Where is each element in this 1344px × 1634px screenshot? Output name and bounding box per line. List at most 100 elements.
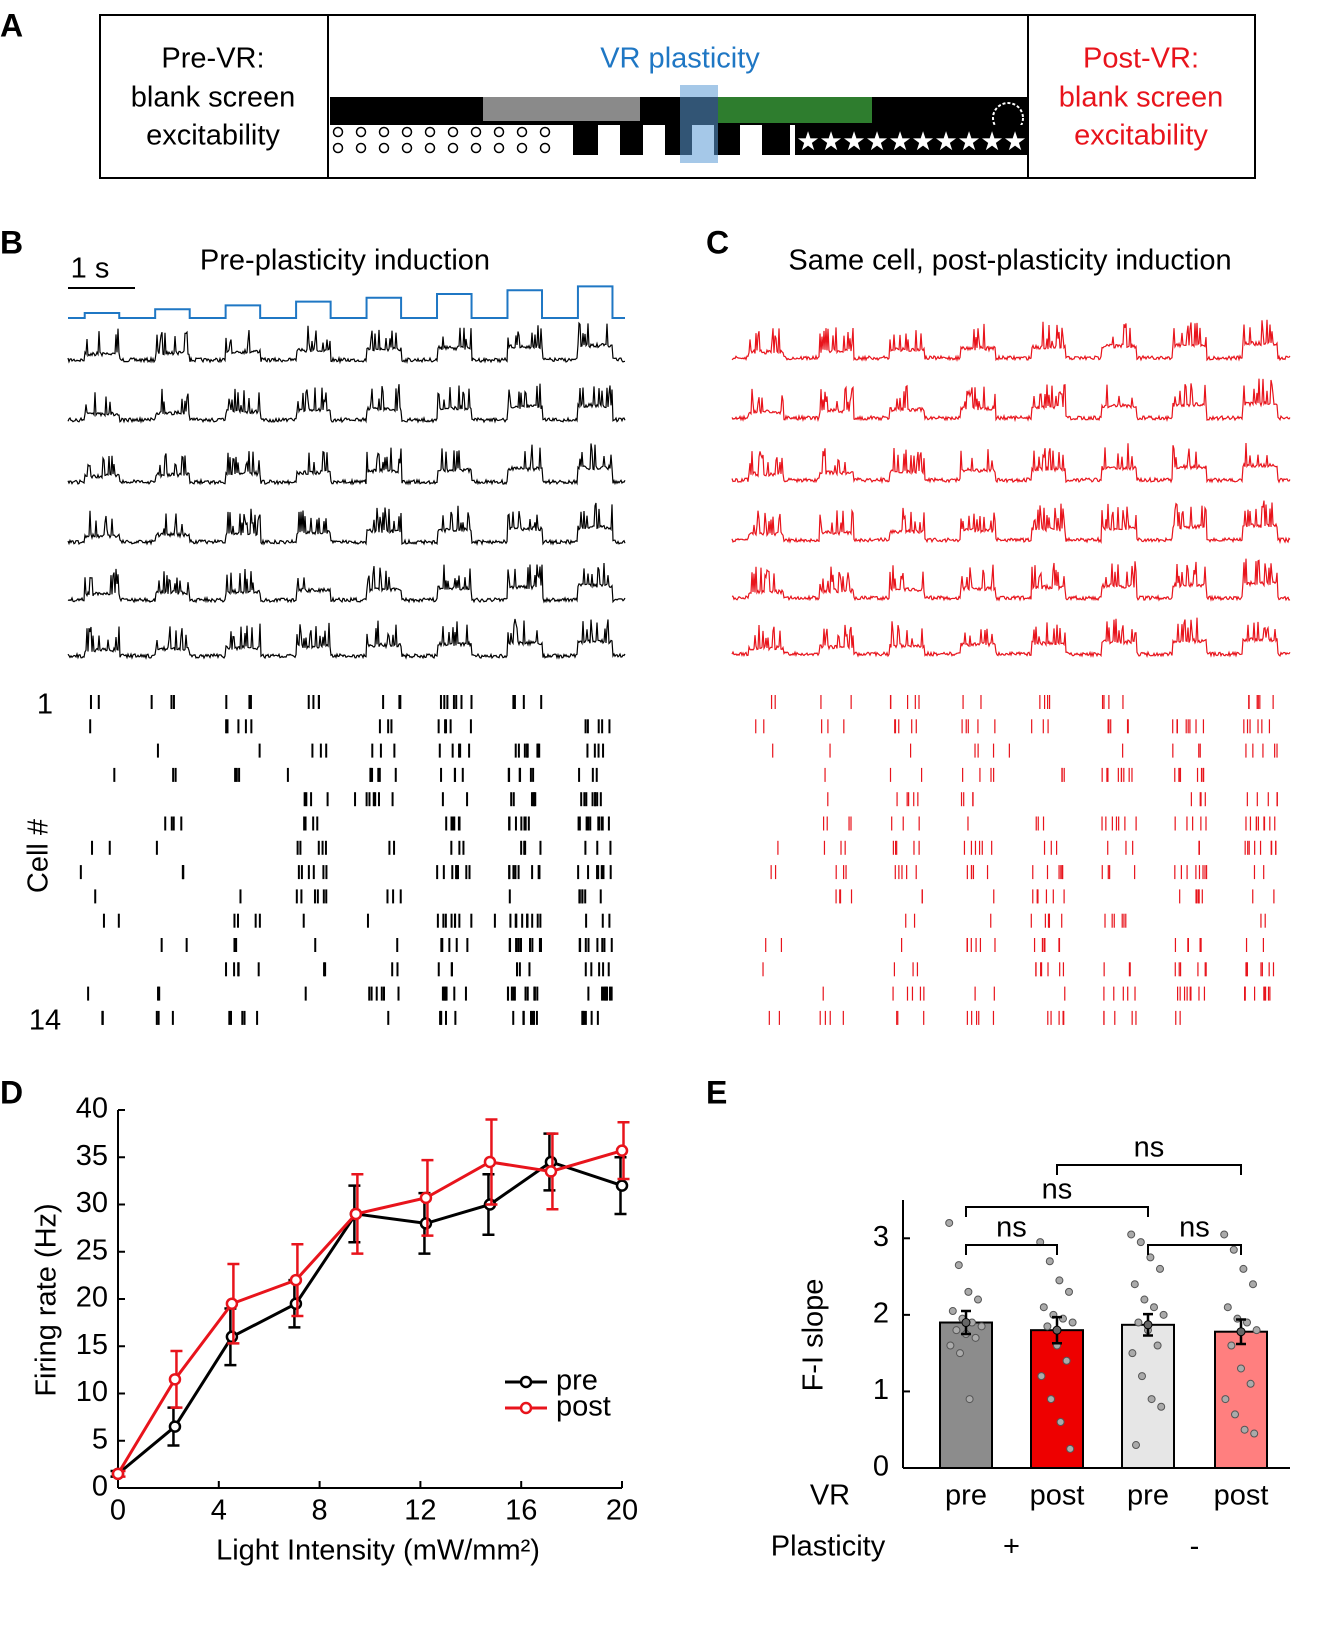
pattern-dot (332, 142, 344, 154)
trace (67, 502, 626, 547)
pattern-dot (447, 126, 459, 138)
panel-title: Same cell, post-plasticity induction (788, 245, 1231, 277)
data-point (1047, 1395, 1055, 1404)
panel-label: B (0, 224, 23, 260)
schematic-frame (99, 14, 1256, 179)
y-tick-label: 40 (76, 1093, 108, 1125)
y-tick-label: 30 (76, 1187, 108, 1219)
x-tick-label: 16 (505, 1495, 537, 1527)
pattern-star: ★ (888, 126, 911, 156)
pattern-star: ★ (865, 126, 888, 156)
trace (67, 618, 626, 660)
pattern-dot (401, 126, 413, 138)
data-point (1127, 1230, 1136, 1239)
panel-label: D (0, 1074, 23, 1110)
pattern-dot (401, 142, 413, 154)
trace (67, 443, 626, 486)
schematic-text: Post-VR: (1083, 43, 1199, 75)
pattern-dot (355, 126, 367, 138)
data-point (1037, 1372, 1046, 1381)
raster-label: 1 (37, 689, 53, 721)
pattern-star: ★ (842, 126, 865, 156)
legend-marker (519, 1401, 533, 1415)
data-point (1056, 1418, 1065, 1427)
data-point (946, 1341, 955, 1350)
trace (731, 442, 1291, 485)
data-point (1227, 1341, 1236, 1350)
mean-marker (1236, 1327, 1246, 1337)
data-point (1146, 1253, 1155, 1262)
row-label: VR (810, 1480, 850, 1512)
marker (168, 1373, 182, 1386)
data-point (1134, 1318, 1143, 1327)
panel-label: A (0, 7, 23, 43)
x-tick-label: 4 (211, 1495, 227, 1527)
data-point (1237, 1364, 1245, 1373)
x-tick-label: pre (945, 1480, 987, 1512)
data-point (1138, 1372, 1146, 1381)
schematic-text: blank screen (131, 82, 295, 114)
data-point (1055, 1276, 1064, 1285)
trace (731, 617, 1291, 658)
data-point (1250, 1429, 1259, 1438)
data-point (1159, 1310, 1168, 1319)
bracket (1147, 1244, 1242, 1255)
x-tick-label: post (1030, 1480, 1085, 1512)
data-point (1229, 1245, 1238, 1254)
pattern-star: ★ (796, 126, 819, 156)
marker (225, 1330, 239, 1344)
data-point (1062, 1356, 1071, 1365)
series-line (116, 1149, 623, 1475)
raster-label: 14 (29, 1005, 61, 1037)
data-point (1252, 1326, 1261, 1335)
data-point (1065, 1287, 1073, 1296)
trace (731, 558, 1291, 602)
pattern-star: ★ (1003, 126, 1026, 156)
panel-title: Pre-plasticity induction (200, 245, 490, 277)
mean-marker (1052, 1325, 1062, 1335)
data-point (954, 1261, 963, 1270)
pattern-dot (493, 142, 505, 154)
y-tick-label: 5 (92, 1423, 108, 1455)
y-tick-label: 0 (873, 1451, 889, 1483)
bar (1121, 1323, 1175, 1469)
scale-label: 1 s (71, 253, 110, 285)
mean-marker (1143, 1320, 1153, 1330)
group-label: - (1190, 1531, 1200, 1563)
y-tick-label: 2 (873, 1298, 889, 1330)
marker (483, 1155, 497, 1169)
y-tick-label: 20 (76, 1282, 108, 1314)
x-tick-label: pre (1127, 1480, 1169, 1512)
pattern-dot (470, 142, 482, 154)
pattern-dot (355, 142, 367, 154)
pattern-star: ★ (957, 126, 980, 156)
data-point (1045, 1257, 1054, 1266)
bar (1030, 1329, 1084, 1469)
y-tick-label: 3 (873, 1221, 889, 1253)
pattern-star: ★ (934, 126, 957, 156)
pattern-dot (378, 142, 390, 154)
data-point (1150, 1303, 1158, 1312)
x-axis-label: Light Intensity (mW/mm²) (216, 1535, 540, 1567)
y-tick-label: 10 (76, 1376, 108, 1408)
legend-marker (519, 1375, 533, 1389)
data-point (1220, 1230, 1229, 1239)
pattern-dot (470, 126, 482, 138)
data-point (948, 1307, 957, 1316)
significance-label: ns (1134, 1132, 1165, 1164)
pattern-dot (516, 142, 528, 154)
data-point (1156, 1264, 1164, 1273)
pattern-dot (424, 142, 436, 154)
x-tick-label: 20 (606, 1495, 638, 1527)
y-tick-label: 25 (76, 1234, 108, 1266)
data-point (1153, 1341, 1162, 1350)
data-point (1223, 1303, 1232, 1312)
bracket (965, 1206, 1149, 1217)
significance-label: ns (996, 1212, 1027, 1244)
trace (67, 383, 626, 424)
trace (731, 319, 1291, 363)
data-point (952, 1326, 961, 1335)
y-axis-label: F-I slope (798, 1279, 830, 1392)
y-tick-label: 15 (76, 1329, 108, 1361)
x-tick-label: 8 (312, 1495, 328, 1527)
